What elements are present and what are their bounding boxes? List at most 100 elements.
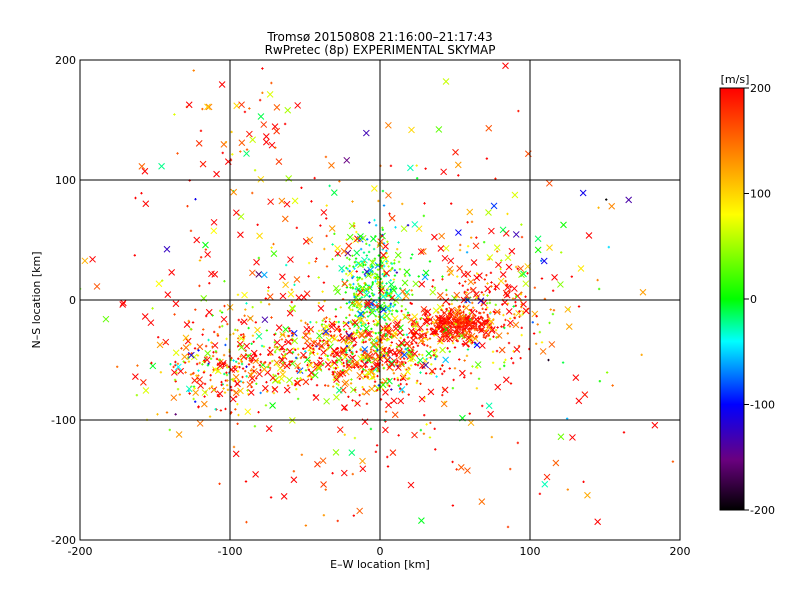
data-point-dot xyxy=(236,329,239,332)
data-point-cross xyxy=(196,343,204,351)
data-point-cross xyxy=(392,297,400,304)
data-point-dot xyxy=(244,369,247,373)
data-point-cross xyxy=(462,340,470,347)
data-point-dot xyxy=(241,367,245,370)
data-point-dot xyxy=(332,323,336,327)
data-point-cross xyxy=(546,244,553,252)
data-point-dot xyxy=(277,372,280,376)
data-point-cross xyxy=(246,130,253,138)
data-point-cross xyxy=(440,331,448,338)
data-point-dot xyxy=(365,402,369,405)
data-point-cross xyxy=(291,197,299,205)
data-point-dot xyxy=(417,275,420,278)
data-point-dot xyxy=(393,259,396,262)
data-point-cross xyxy=(306,236,314,244)
data-point-cross xyxy=(466,208,474,216)
data-point-cross xyxy=(340,469,348,477)
data-point-dot xyxy=(208,387,211,390)
data-point-cross xyxy=(508,247,516,255)
data-point-cross xyxy=(428,367,436,375)
data-point-cross xyxy=(379,351,387,359)
data-point-dot xyxy=(495,349,499,353)
data-point-cross xyxy=(585,232,593,239)
data-point-cross xyxy=(651,421,659,429)
data-point-cross xyxy=(351,319,359,326)
data-point-dot xyxy=(297,366,300,370)
data-point-cross xyxy=(184,337,192,345)
data-point-cross xyxy=(457,464,465,471)
data-point-cross xyxy=(344,249,352,257)
data-point-dot xyxy=(390,388,393,391)
data-point-dot xyxy=(372,375,376,379)
data-point-dot xyxy=(429,421,432,425)
data-point-dot xyxy=(540,277,544,280)
data-point-dot xyxy=(242,333,245,336)
data-point-cross xyxy=(369,305,377,313)
data-point-dot xyxy=(187,319,190,323)
data-point-dot xyxy=(240,360,243,363)
data-point-dot xyxy=(509,285,512,289)
colorbar-tick-label: -100 xyxy=(750,399,775,412)
data-point-cross xyxy=(368,368,376,375)
data-point-dot xyxy=(518,315,521,318)
data-point-dot xyxy=(414,328,418,331)
data-point-dot xyxy=(552,309,556,312)
data-point-dot xyxy=(533,286,537,289)
data-point-dot xyxy=(422,214,426,218)
data-point-dot xyxy=(207,338,210,342)
data-point-dot xyxy=(315,257,318,260)
data-point-dot xyxy=(366,375,369,378)
data-point-cross xyxy=(283,200,291,208)
data-point-dot xyxy=(482,311,486,314)
data-point-dot xyxy=(400,304,404,308)
data-point-dot xyxy=(561,361,565,364)
data-point-cross xyxy=(512,231,520,238)
data-point-dot xyxy=(159,371,163,374)
data-point-cross xyxy=(385,191,392,199)
data-point-dot xyxy=(432,334,436,337)
data-point-dot xyxy=(326,384,330,388)
data-point-dot xyxy=(538,330,542,334)
data-point-cross xyxy=(205,308,213,316)
data-point-dot xyxy=(259,353,262,356)
y-tick-label: -200 xyxy=(51,534,76,547)
data-point-dot xyxy=(490,281,493,284)
data-point-dot xyxy=(369,427,373,431)
data-point-dot xyxy=(271,359,274,363)
data-point-cross xyxy=(391,315,399,322)
data-point-cross xyxy=(388,359,396,367)
data-point-dot xyxy=(423,343,426,347)
data-point-dot xyxy=(426,330,429,334)
data-point-dot xyxy=(390,262,394,265)
data-point-dot xyxy=(469,372,473,375)
data-point-dot xyxy=(521,310,525,313)
data-point-dot xyxy=(400,360,404,364)
data-point-dot xyxy=(489,311,492,314)
data-point-dot xyxy=(304,524,308,527)
data-point-cross xyxy=(364,299,372,307)
data-point-cross xyxy=(412,280,420,288)
data-point-cross xyxy=(141,313,149,320)
data-point-dot xyxy=(348,264,351,268)
data-point-dot xyxy=(272,373,275,377)
data-point-dot xyxy=(516,441,520,445)
data-point-dot xyxy=(220,380,223,384)
data-point-dot xyxy=(389,344,393,347)
data-point-dot xyxy=(317,301,321,305)
data-point-cross xyxy=(255,332,263,340)
data-point-cross xyxy=(342,368,350,376)
data-point-cross xyxy=(507,319,514,327)
data-point-cross xyxy=(334,350,341,358)
data-point-cross xyxy=(383,269,390,277)
data-point-cross xyxy=(487,410,494,418)
data-point-dot xyxy=(253,425,257,428)
data-point-dot xyxy=(192,397,195,401)
data-point-dot xyxy=(488,301,492,305)
data-point-dot xyxy=(203,359,206,362)
data-point-dot xyxy=(248,107,251,110)
data-point-dot xyxy=(454,322,458,326)
data-point-dot xyxy=(355,270,358,273)
data-point-dot xyxy=(398,267,402,271)
data-point-dot xyxy=(531,321,534,324)
data-point-dot xyxy=(350,322,354,325)
